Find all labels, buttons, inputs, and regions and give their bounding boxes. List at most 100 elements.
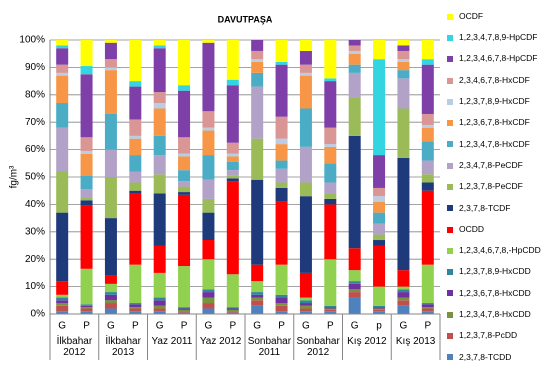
bar-segment [56, 171, 69, 213]
bar-segment [324, 163, 337, 183]
bar-segment [348, 289, 361, 293]
bar-segment [226, 274, 239, 308]
bar-segment [397, 300, 410, 306]
bar-segment [226, 308, 239, 310]
bar-segment [153, 308, 166, 312]
bar-segment [421, 64, 434, 114]
bar-segment [56, 311, 69, 314]
bar-segment [251, 300, 264, 306]
bar-segment [275, 297, 288, 304]
legend-swatch [447, 56, 453, 63]
bar-segment [275, 303, 288, 306]
bar-segment [56, 303, 69, 306]
bar-segment [56, 297, 69, 301]
bar-segment [153, 193, 166, 246]
bar-segment [373, 40, 386, 60]
bar-segment [178, 85, 191, 91]
bar-segment [80, 307, 93, 309]
bar-segment [80, 304, 93, 306]
legend-item: 1,2,3,4,7,8-HxCDF [447, 134, 555, 155]
bar-segment [178, 137, 191, 154]
legend-swatch [447, 98, 453, 105]
bar-segment [324, 40, 337, 79]
bar-segment [226, 181, 239, 275]
bar-segment [80, 305, 93, 308]
group-label: Kış 2013 [395, 336, 436, 347]
bar-segment [104, 40, 117, 43]
bar-segment [80, 150, 93, 154]
bar-segment [373, 187, 386, 197]
bar-segment [202, 212, 215, 241]
bar-segment [202, 111, 215, 128]
y-tick-label: 70% [25, 117, 45, 128]
bar-segment [56, 40, 69, 46]
bar-segment [275, 116, 288, 139]
bar-segment [226, 312, 239, 314]
bar-segment [80, 189, 93, 198]
bar-segment [324, 307, 337, 309]
bar-segment [397, 70, 410, 79]
bar-segment [251, 59, 264, 62]
bar-segment [275, 294, 288, 298]
bar-segment [80, 66, 93, 75]
bar-segment [226, 79, 239, 86]
legend-item: 2,3,7,8-TCDD [447, 347, 555, 368]
bar-segment [178, 170, 191, 182]
bar-segment [421, 124, 434, 128]
bar-segment [202, 40, 215, 43]
bar-segment [299, 300, 312, 304]
bar-segment [348, 72, 361, 98]
bar-segment [397, 292, 410, 298]
legend-swatch [447, 183, 453, 190]
bar-segment [397, 305, 410, 314]
bar-segment [299, 297, 312, 301]
bar-segment [104, 177, 117, 219]
x-tick-label: G [58, 321, 66, 332]
bar-segment [202, 42, 215, 112]
legend-label: 1,2,3,6,7,8-HxCDD [459, 287, 531, 298]
bar-segment [299, 72, 312, 76]
bar-segment [421, 59, 434, 65]
legend-item: 1,2,3,4,6,7,8-HpCDF [447, 49, 555, 70]
bar-segment [251, 281, 264, 293]
bar-segment [275, 144, 288, 161]
bar-segment [56, 127, 69, 172]
bar-segment [56, 45, 69, 49]
bar-segment [178, 308, 191, 310]
bar-segment [202, 303, 215, 309]
bar-segment [251, 40, 264, 51]
bar-segment [373, 245, 386, 287]
bar-segment [299, 311, 312, 314]
legend-swatch [447, 34, 453, 41]
bar-segment [421, 308, 434, 312]
legend-item: 2,3,7,8-TCDF [447, 198, 555, 219]
bar-segment [373, 196, 386, 202]
x-tick-label: G [400, 321, 408, 332]
bar-segment [56, 48, 69, 65]
bar-segment [324, 204, 337, 260]
legend-item: 1,2,3,7,8,9-HxCDF [447, 91, 555, 112]
bar-segment [153, 300, 166, 306]
bar-segment [202, 308, 215, 314]
bar-segment [348, 97, 361, 136]
bar-segment [397, 108, 410, 158]
bar-segment [153, 245, 166, 273]
bar-segment [178, 311, 191, 313]
bar-segment [373, 286, 386, 306]
bar-segment [153, 135, 166, 156]
bar-segment [80, 137, 93, 151]
bar-segment [373, 212, 386, 224]
bar-segment [178, 153, 191, 157]
y-tick-label: 80% [25, 89, 45, 100]
bar-segment [56, 103, 69, 128]
bar-segment [202, 259, 215, 290]
legend-swatch [447, 290, 453, 297]
legend-swatch [447, 205, 453, 212]
bar-segment [226, 85, 239, 143]
legend-swatch [447, 333, 453, 340]
bar-segment [251, 264, 264, 282]
bar-segment [104, 59, 117, 68]
bar-segment [275, 168, 288, 183]
group-label: Kış 2012 [347, 336, 387, 347]
legend-label: 1,2,3,7,8-PcDD [459, 330, 518, 341]
